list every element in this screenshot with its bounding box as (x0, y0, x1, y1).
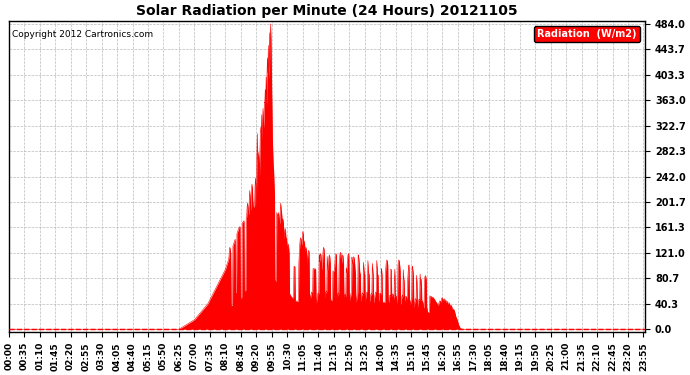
Text: Copyright 2012 Cartronics.com: Copyright 2012 Cartronics.com (12, 30, 153, 39)
Legend: Radiation  (W/m2): Radiation (W/m2) (534, 26, 640, 42)
Title: Solar Radiation per Minute (24 Hours) 20121105: Solar Radiation per Minute (24 Hours) 20… (136, 4, 518, 18)
